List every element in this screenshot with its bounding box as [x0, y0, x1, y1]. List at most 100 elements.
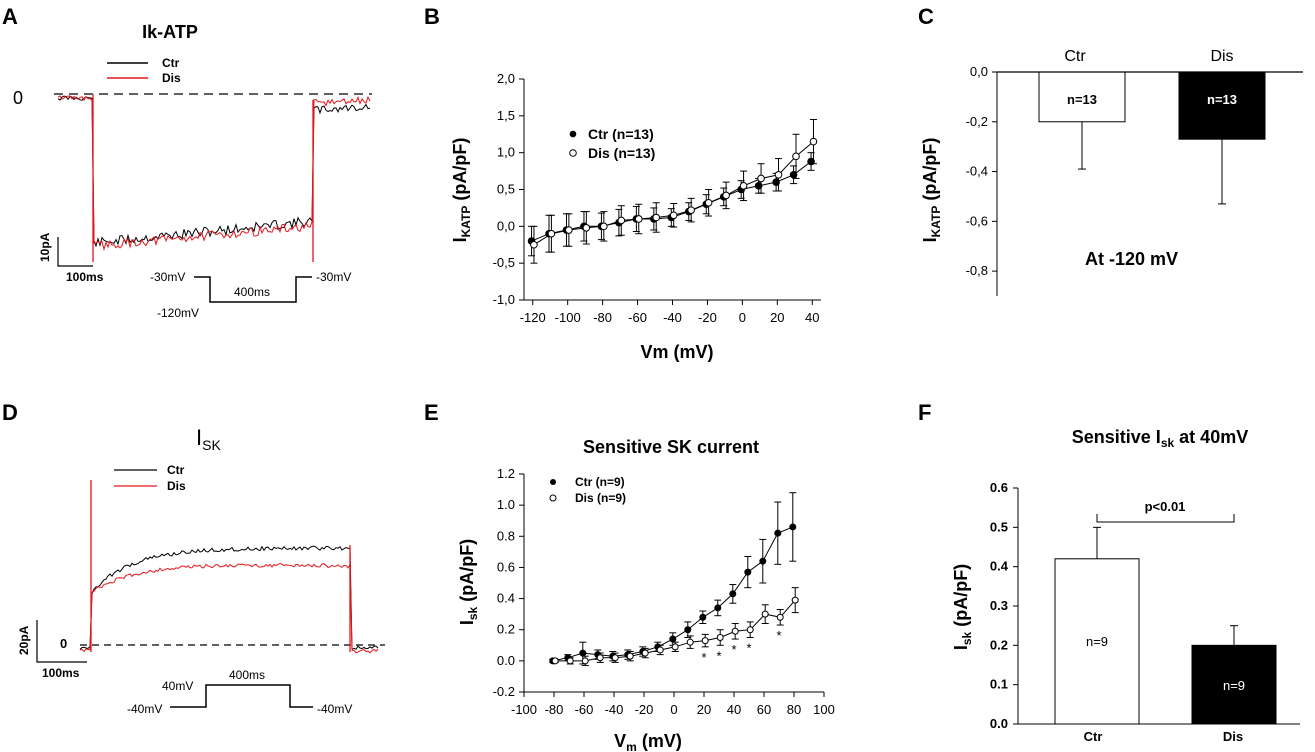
e-point-dis — [566, 657, 574, 665]
e-x-tick-label: -100 — [511, 702, 537, 717]
e-point-dis — [656, 646, 664, 654]
b-line-dis — [533, 141, 814, 246]
panel-label-b: B — [424, 4, 440, 29]
e-point-dis — [716, 634, 724, 641]
panel-d-legend-ctr: Ctr — [167, 463, 185, 477]
panel-b-legend-dis: Dis (n=13) — [588, 145, 655, 161]
b-point-dis — [669, 211, 678, 220]
b-x-tick-label: -40 — [663, 310, 682, 325]
panel-a-legend-dis: Dis — [162, 71, 181, 85]
panel-d-title: ISK — [196, 425, 221, 453]
panel-b-chart: -1,0 -0,5 0,0 0,5 1,0 1,5 2,0 -120 -100 -80 -60 -4… — [450, 71, 821, 362]
e-point-ctr — [714, 604, 722, 612]
panel-f-chart: Sensitive Isk at 40mV 0.0 0.1 0.2 0.3 0.4 0.5… — [951, 427, 1300, 744]
panel-b-x-label: Vm (mV) — [640, 342, 713, 362]
panel-d-protocol-hold-left: -40mV — [127, 702, 162, 716]
e-point-dis — [776, 613, 784, 621]
panel-a-protocol-step: -120mV — [157, 306, 199, 320]
panel-f-sig-label: p<0.01 — [1145, 499, 1186, 514]
panel-d-protocol-duration: 400ms — [229, 668, 265, 682]
b-point-dis — [565, 226, 573, 234]
e-x-tick-label: -40 — [605, 702, 624, 717]
panel-c-cat-ctr: Ctr — [1064, 48, 1086, 65]
e-point-ctr — [759, 557, 767, 565]
b-x-tick-label: -60 — [628, 310, 647, 325]
e-point-ctr — [744, 568, 752, 576]
panel-d-trace-ctr — [79, 545, 379, 651]
e-x-tick-label: 60 — [757, 702, 771, 717]
e-x-tick-label: 0 — [670, 702, 677, 717]
panel-a-trace: Ik-ATP 0 Ctr Dis 10pA 100ms -30mV -120mV… — [13, 22, 372, 320]
e-y-tick-label: 0.2 — [497, 622, 515, 637]
b-point-dis — [757, 174, 765, 183]
e-point-dis — [746, 626, 754, 634]
panel-d-trace: ISK 0 Ctr Dis 20pA 100ms 40mV 400ms -40m… — [17, 425, 385, 716]
panel-c-annotation: At -120 mV — [1085, 249, 1178, 269]
b-point-dis — [687, 206, 695, 214]
c-y-tick-label: -0,8 — [966, 263, 988, 278]
b-point-dis — [739, 182, 748, 190]
e-point-ctr — [669, 635, 677, 643]
b-y-tick-label: 0,5 — [497, 182, 515, 197]
e-point-dis — [641, 649, 649, 657]
panel-a-scale-bar — [57, 237, 93, 267]
e-significance-star: * — [716, 648, 721, 663]
e-y-tick-label: 1.2 — [497, 466, 515, 481]
b-point-ctr — [789, 170, 798, 179]
c-bar-ctr — [1038, 71, 1126, 123]
panel-a-protocol-hold-right: -30mV — [316, 270, 351, 284]
panel-c-cat-dis: Dis — [1210, 48, 1233, 65]
e-point-ctr — [789, 523, 797, 531]
b-x-tick-label: 20 — [770, 310, 784, 325]
b-point-dis — [792, 152, 800, 161]
e-point-dis — [671, 643, 679, 651]
panel-e-title: Sensitive SK current — [583, 437, 759, 457]
panel-f-cat-ctr: Ctr — [1084, 729, 1103, 744]
panel-d-zero-label: 0 — [60, 636, 67, 651]
f-y-tick-label: 0.5 — [990, 519, 1008, 534]
panel-f-sig-bracket — [1096, 514, 1235, 523]
b-point-dis — [774, 170, 783, 179]
e-point-dis — [686, 638, 694, 646]
e-point-dis — [551, 657, 559, 665]
panel-d-scale-y: 20pA — [17, 625, 31, 655]
e-y-tick-label: 0.0 — [497, 653, 515, 668]
f-y-tick-label: 0.2 — [990, 637, 1008, 652]
panel-a-trace-ctr — [57, 95, 371, 248]
e-point-ctr — [729, 590, 737, 598]
e-x-tick-label: 40 — [727, 702, 741, 717]
c-bar-label: n=13 — [1207, 92, 1237, 107]
panel-a-protocol — [194, 276, 312, 303]
f-bar-label: n=9 — [1223, 678, 1245, 693]
b-y-tick-label: 1,0 — [497, 145, 515, 160]
panel-e-legend-dis: Dis (n=9) — [575, 491, 626, 505]
panel-b-legend-dis-marker — [569, 149, 577, 157]
e-point-dis — [596, 654, 604, 662]
b-y-tick-label: -0,5 — [493, 255, 515, 270]
e-y-tick-label: 0.8 — [497, 528, 515, 543]
panel-label-c: C — [918, 4, 934, 29]
panel-a-scale-y: 10pA — [38, 232, 52, 262]
panel-d-scale-bar — [36, 620, 87, 663]
b-point-dis — [582, 224, 591, 232]
b-y-tick-label: 2,0 — [497, 71, 515, 86]
e-y-tick-label: 1.0 — [497, 497, 515, 512]
panel-e-chart: Sensitive SK current -0.2 0.0 0.2 0.4 0.6 0.8… — [457, 437, 835, 752]
panel-e-legend-ctr: Ctr (n=9) — [575, 475, 625, 489]
e-x-tick-label: -20 — [635, 702, 654, 717]
panel-d-legend-dis: Dis — [167, 479, 186, 493]
f-y-tick-label: 0.4 — [990, 559, 1009, 574]
e-point-dis — [761, 610, 769, 618]
c-y-tick-label: -0,2 — [966, 114, 988, 129]
panel-e-y-label: Isk (pA/pF) — [457, 539, 480, 625]
b-point-dis — [722, 191, 730, 200]
panel-b-legend-ctr: Ctr (n=13) — [588, 126, 654, 142]
panel-f-cat-dis: Dis — [1223, 729, 1243, 744]
b-point-dis — [809, 137, 818, 146]
b-x-tick-label: -80 — [593, 310, 612, 325]
c-y-tick-label: -0,4 — [966, 164, 988, 179]
e-y-tick-label: 0.4 — [497, 591, 515, 606]
panel-a-scale-x: 100ms — [66, 270, 104, 284]
e-point-ctr — [699, 613, 707, 621]
